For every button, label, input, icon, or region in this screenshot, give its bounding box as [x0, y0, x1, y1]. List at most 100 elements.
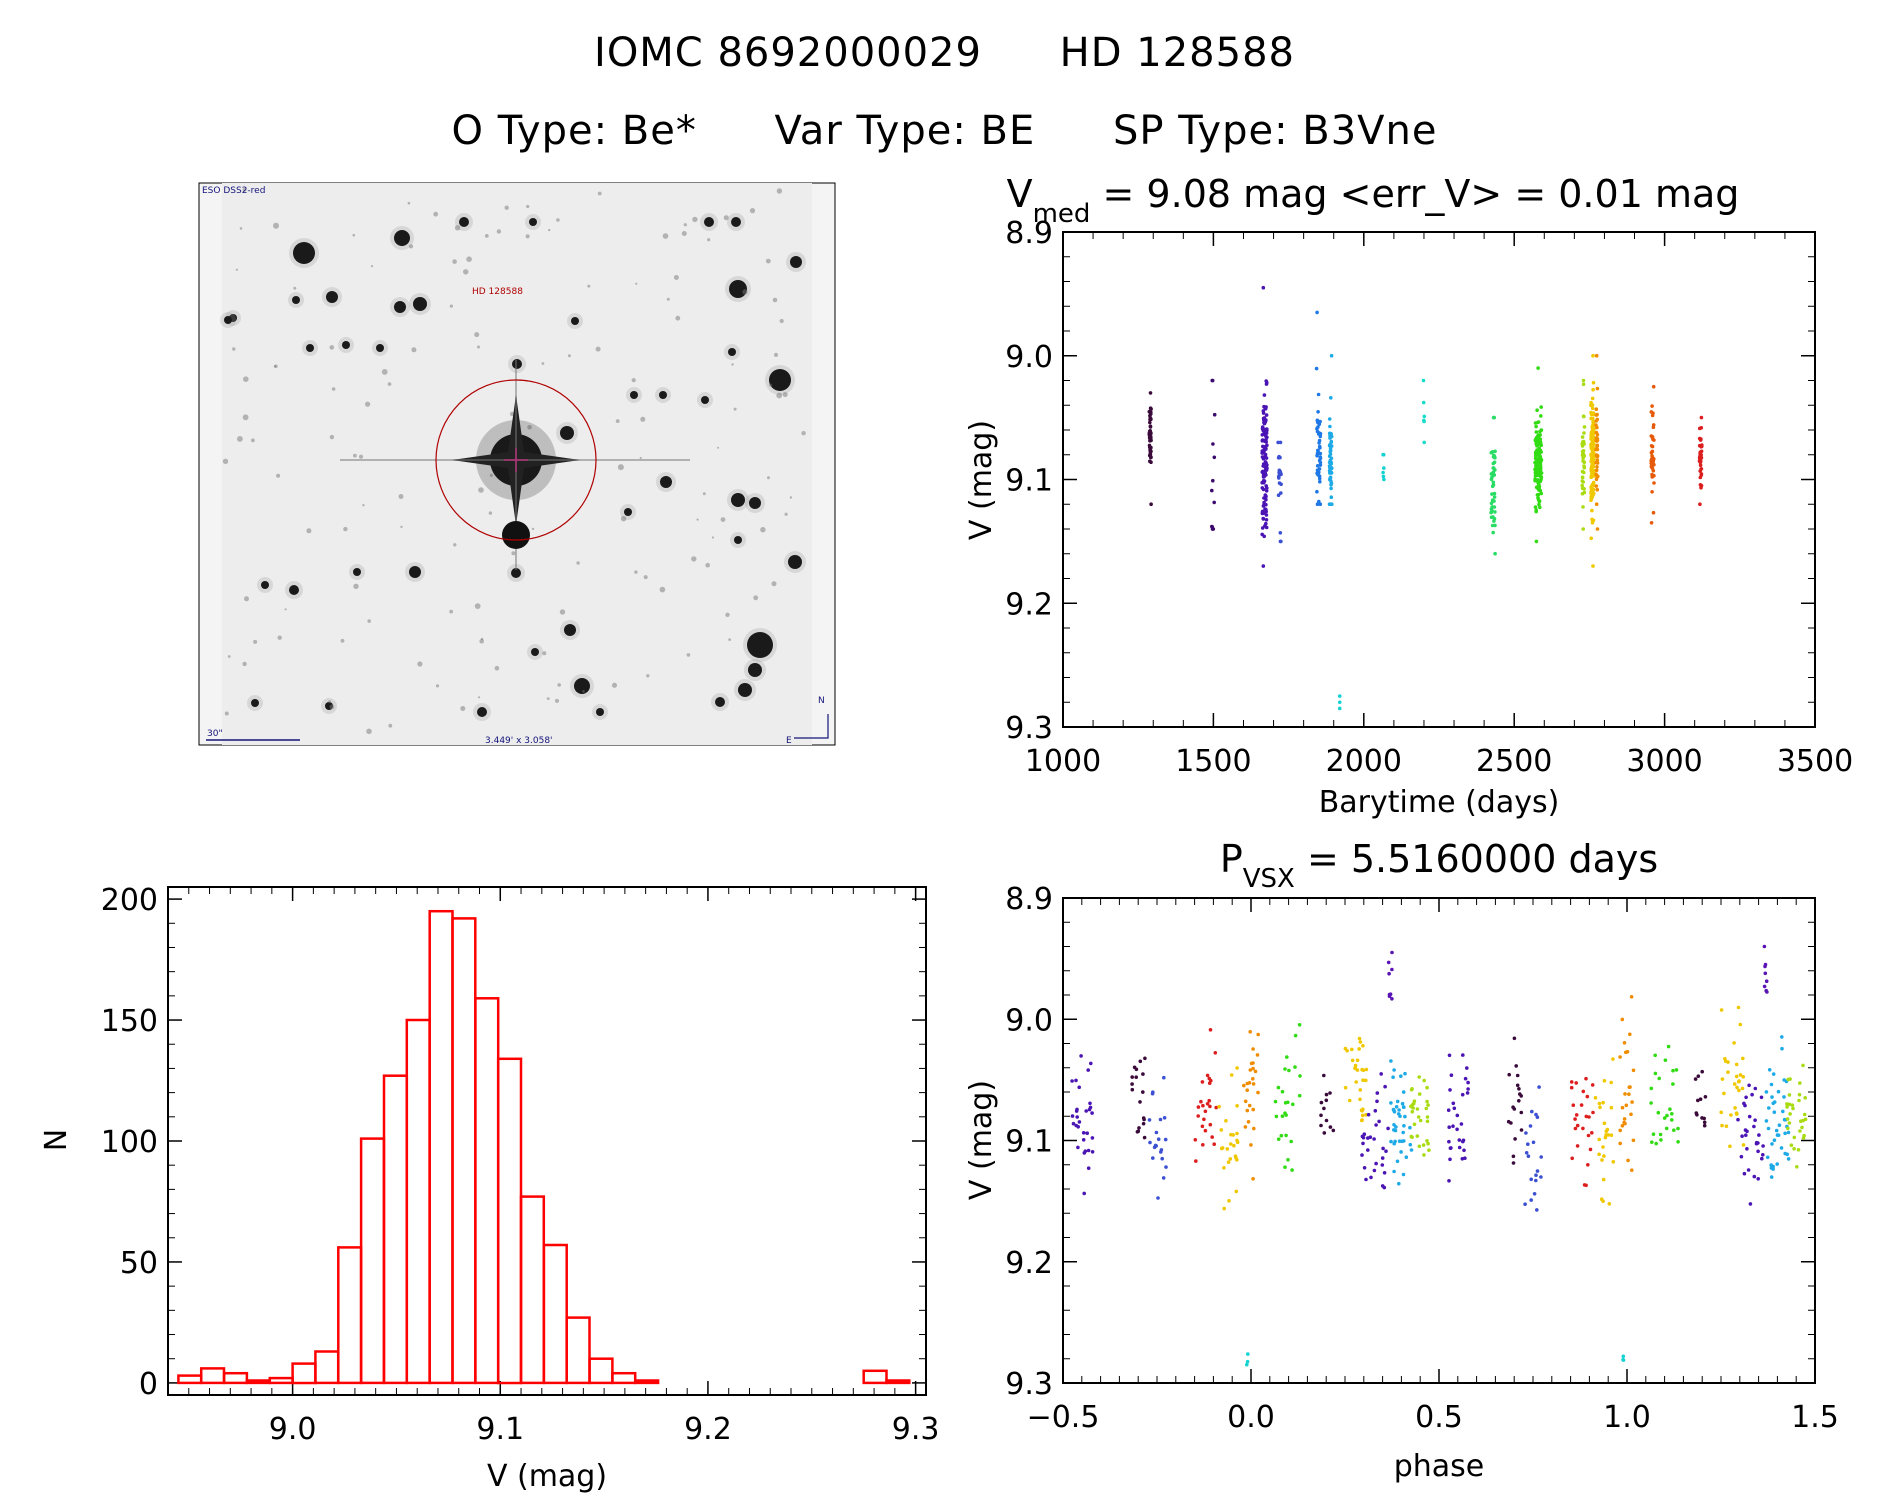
finder-faint-star [776, 188, 783, 194]
finder-star [306, 344, 314, 352]
phased-point [1671, 1068, 1675, 1073]
lightcurve-point [1211, 478, 1215, 483]
histogram-bar [885, 1379, 911, 1385]
phased-point [1397, 1139, 1402, 1143]
finder-faint-star [449, 609, 454, 614]
phased-point [1389, 1059, 1393, 1063]
lightcurve-point [1490, 498, 1495, 503]
finder-faint-star [417, 661, 423, 667]
phased-point [1746, 1168, 1751, 1172]
phased-ticks [1062, 897, 1816, 1384]
phased-point [1410, 1109, 1415, 1114]
phased-point [1584, 1076, 1588, 1081]
phased-point [1448, 1088, 1452, 1092]
phased-point [1287, 1068, 1291, 1073]
phased-point [1702, 1116, 1706, 1121]
phased-point [1247, 1103, 1252, 1108]
phased-point [1390, 997, 1394, 1001]
phased-point [1409, 1087, 1414, 1092]
phased-point [1451, 1101, 1456, 1106]
phased-point [1511, 1154, 1516, 1159]
phased-point [1276, 1137, 1281, 1141]
header-line-2: O Type: Be* Var Type: BE SP Type: B3Vne [0, 108, 1889, 154]
phased-point [1763, 971, 1768, 976]
phased-point [1586, 1163, 1590, 1167]
finder-faint-star [675, 315, 681, 321]
phased-point [1630, 1168, 1634, 1172]
lightcurve-point [1330, 466, 1334, 471]
phased-point [1775, 1162, 1779, 1166]
lightcurve-point [1493, 551, 1497, 556]
phased-point [1395, 1099, 1400, 1104]
lightcurve-point [1149, 502, 1153, 507]
lightcurve-point [1265, 443, 1269, 448]
phased-xtick-label: −0.5 [1027, 1400, 1100, 1435]
lightcurve-point [1538, 454, 1543, 459]
lightcurve-point [1318, 451, 1323, 456]
finder-star [564, 624, 576, 636]
lightcurve-point [1699, 485, 1703, 490]
phased-point [1771, 1072, 1776, 1076]
lightcurve-point [1261, 517, 1266, 521]
phased-point [1792, 1135, 1797, 1140]
phased-point [1193, 1138, 1198, 1142]
histogram-bar [359, 1137, 386, 1385]
phased-point [1743, 1103, 1747, 1108]
phased-point [1624, 1050, 1628, 1055]
phased-point [1410, 1135, 1414, 1139]
lightcurve-point [1652, 438, 1656, 442]
phased-point [1372, 1168, 1377, 1173]
phased-point [1415, 1134, 1420, 1138]
phased-point [1392, 1123, 1396, 1127]
finder-faint-star [546, 697, 550, 700]
lightcurve-point [1262, 534, 1266, 539]
lightcurve-point [1595, 527, 1600, 531]
phased-point [1649, 1101, 1653, 1105]
lightcurve-point [1328, 431, 1332, 436]
phased-point [1620, 1124, 1625, 1128]
phased-point [1745, 1147, 1749, 1151]
phased-point [1416, 1115, 1421, 1119]
phased-point [1401, 1105, 1406, 1109]
phased-point [1343, 1085, 1348, 1090]
phased-point [1618, 1141, 1622, 1146]
phased-point [1621, 1354, 1626, 1359]
lightcurve-point [1590, 396, 1595, 401]
lightcurve-point [1595, 447, 1600, 452]
phased-point [1466, 1080, 1470, 1085]
lightcurve-point [1699, 467, 1704, 471]
lightcurve-point [1595, 386, 1600, 391]
lightcurve-point [1590, 403, 1595, 407]
finder-faint-star [237, 436, 243, 442]
phased-point [1801, 1136, 1806, 1140]
finder-faint-star [696, 518, 699, 521]
lightcurve-point [1580, 483, 1584, 488]
finder-faint-star [525, 234, 530, 239]
histogram-ytick-label: 50 [120, 1246, 158, 1281]
finder-faint-star [779, 318, 784, 324]
lightcurve-point [1652, 481, 1656, 485]
phased-point [1225, 1147, 1230, 1151]
lightcurve-point [1649, 521, 1654, 525]
lightcurve-point [1328, 471, 1332, 475]
phased-point [1769, 1082, 1774, 1087]
phased-point [1389, 1101, 1393, 1105]
phased-point [1418, 1118, 1423, 1123]
phased-point [1235, 1104, 1239, 1108]
header-line-1: IOMC 8692000029 HD 128588 [0, 30, 1889, 76]
phased-point [1534, 1173, 1538, 1177]
phased-point [1609, 1133, 1614, 1137]
lightcurve-point [1537, 446, 1542, 451]
phased-point [1739, 1154, 1744, 1159]
phased-point [1802, 1112, 1807, 1117]
phased-point [1280, 1089, 1285, 1094]
phased-point [1738, 1073, 1743, 1077]
lightcurve-point [1591, 416, 1595, 421]
finder-faint-star [370, 265, 374, 268]
phased-point [1324, 1092, 1329, 1097]
phased-point [1783, 1131, 1787, 1136]
phased-point [1732, 1082, 1737, 1086]
phased-point [1529, 1198, 1533, 1202]
finder-faint-star [460, 706, 466, 711]
phased-point [1380, 1184, 1385, 1188]
